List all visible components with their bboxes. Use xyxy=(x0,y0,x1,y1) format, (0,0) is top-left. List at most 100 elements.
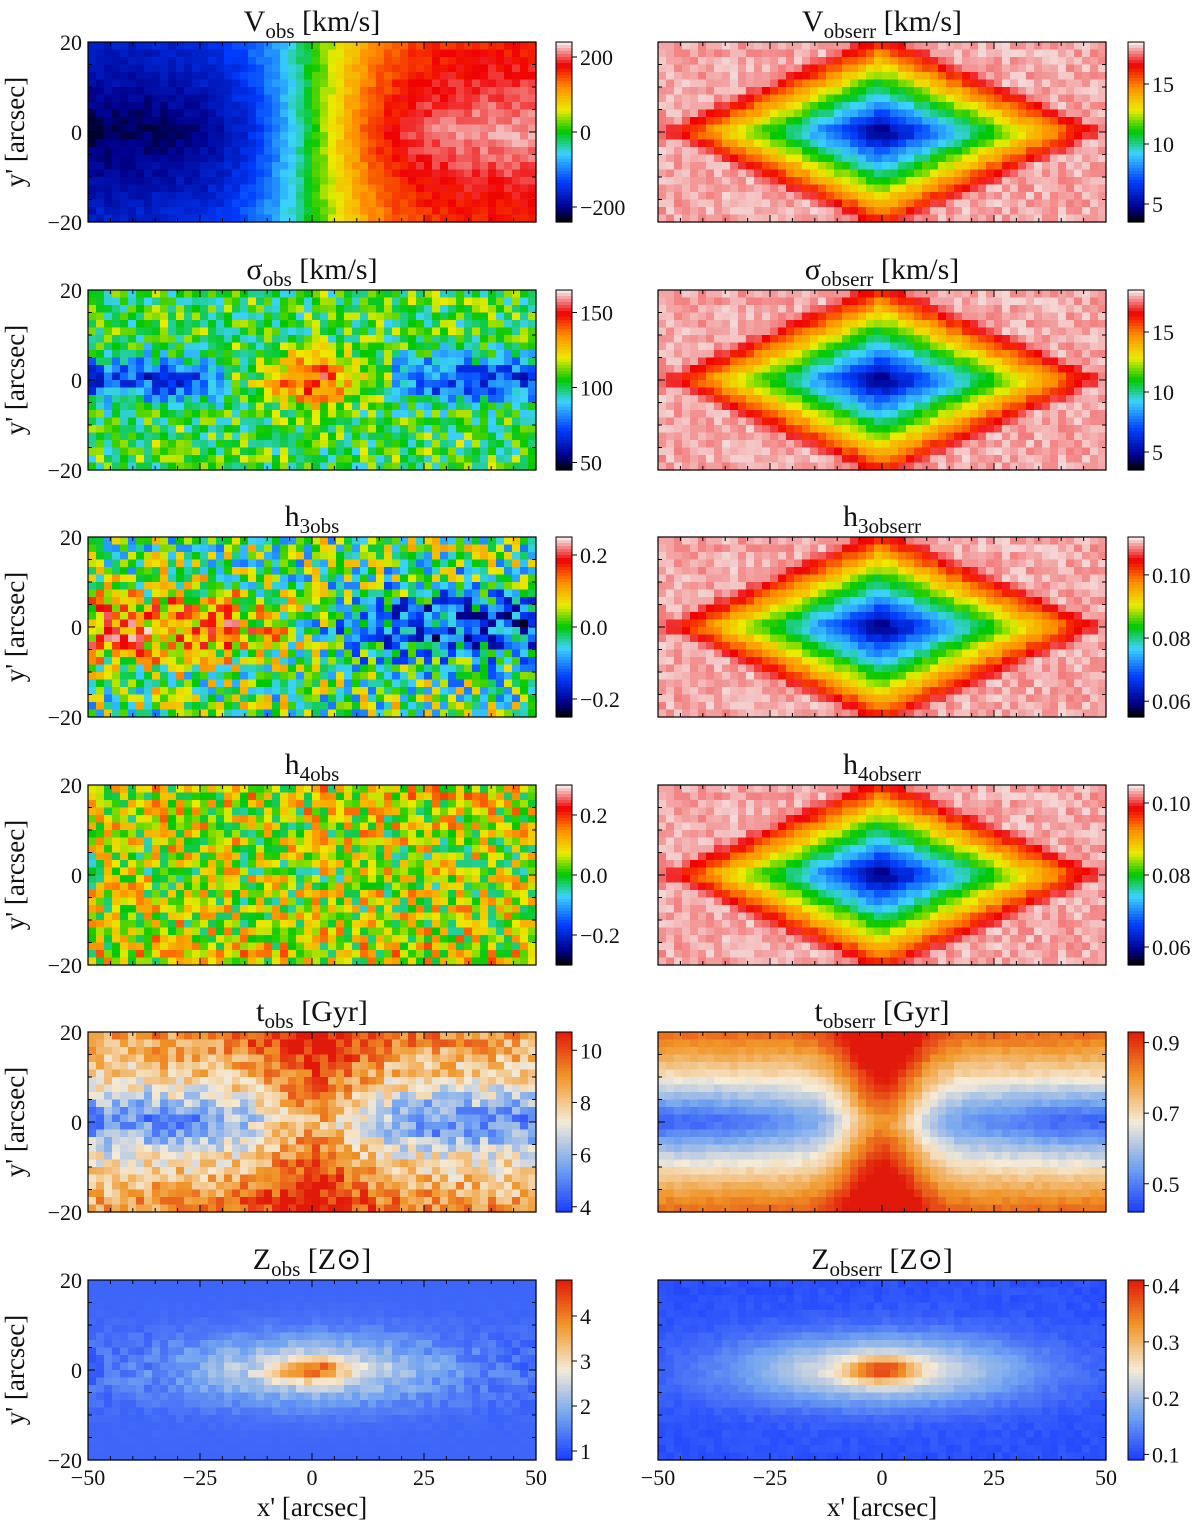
heatmap-cell xyxy=(192,214,201,223)
heatmap-cell xyxy=(480,169,489,178)
heatmap-cell xyxy=(192,335,201,344)
heatmap-cell xyxy=(176,417,185,426)
heatmap-cell xyxy=(336,425,345,434)
heatmap-cell xyxy=(344,102,353,111)
heatmap-cell xyxy=(432,395,441,404)
heatmap-cell xyxy=(954,57,963,66)
heatmap-cell xyxy=(1042,162,1051,171)
heatmap-cell xyxy=(512,177,521,186)
heatmap-cell xyxy=(986,124,995,133)
heatmap-cell xyxy=(1066,177,1075,186)
heatmap-cell xyxy=(480,154,489,163)
heatmap-cell xyxy=(754,72,763,81)
heatmap-cell xyxy=(136,87,145,96)
heatmap-cell xyxy=(464,432,473,441)
heatmap-cell xyxy=(104,79,113,88)
heatmap-cell xyxy=(690,327,699,336)
heatmap-cell xyxy=(352,440,361,449)
colorbar-segment xyxy=(556,434,572,438)
heatmap-cell xyxy=(802,305,811,314)
heatmap-cell xyxy=(88,312,97,321)
heatmap-cell xyxy=(496,42,505,51)
heatmap-cell xyxy=(304,425,313,434)
heatmap-cell xyxy=(1098,199,1107,208)
heatmap-cell xyxy=(264,410,273,419)
heatmap-cell xyxy=(344,139,353,148)
heatmap-cell xyxy=(722,139,731,148)
heatmap-cell xyxy=(1026,214,1035,223)
heatmap-cell xyxy=(1074,177,1083,186)
heatmap-cell xyxy=(408,410,417,419)
heatmap-cell xyxy=(1018,184,1027,193)
heatmap-cell xyxy=(400,425,409,434)
heatmap-cell xyxy=(312,214,321,223)
heatmap-cell xyxy=(898,154,907,163)
heatmap-cell xyxy=(730,154,739,163)
heatmap-cell xyxy=(794,320,803,329)
heatmap-cell xyxy=(698,320,707,329)
heatmap-cell xyxy=(328,402,337,411)
heatmap-cell xyxy=(160,335,169,344)
heatmap-cell xyxy=(88,417,97,426)
heatmap-cell xyxy=(448,357,457,366)
heatmap-cell xyxy=(248,87,257,96)
heatmap-cell xyxy=(1074,79,1083,88)
heatmap-cell xyxy=(120,64,129,73)
heatmap-cell xyxy=(1082,79,1091,88)
heatmap-cell xyxy=(424,402,433,411)
heatmap-cell xyxy=(304,72,313,81)
heatmap-cell xyxy=(762,305,771,314)
heatmap-cell xyxy=(914,162,923,171)
heatmap-cell xyxy=(424,94,433,103)
heatmap-cell xyxy=(826,147,835,156)
heatmap-cell xyxy=(416,372,425,381)
y-axis-label: y' [arcsec] xyxy=(0,77,30,188)
heatmap-cell xyxy=(136,147,145,156)
heatmap-cell xyxy=(240,192,249,201)
heatmap-cell xyxy=(698,410,707,419)
heatmap-cell xyxy=(384,365,393,374)
heatmap-cell xyxy=(216,365,225,374)
heatmap-cell xyxy=(264,350,273,359)
heatmap-cell xyxy=(730,342,739,351)
heatmap-cell xyxy=(344,402,353,411)
heatmap-cell xyxy=(682,297,691,306)
heatmap-cell xyxy=(746,342,755,351)
heatmap-cell xyxy=(658,387,667,396)
heatmap-cell xyxy=(128,102,137,111)
heatmap-cell xyxy=(248,417,257,426)
colorbar-segment xyxy=(556,311,572,315)
heatmap-cell xyxy=(874,117,883,126)
heatmap-cell xyxy=(722,380,731,389)
heatmap-cell xyxy=(96,305,105,314)
heatmap-cell xyxy=(834,432,843,441)
heatmap-cell xyxy=(400,147,409,156)
heatmap-cells xyxy=(88,42,537,223)
heatmap-cell xyxy=(400,87,409,96)
heatmap-cell xyxy=(818,192,827,201)
heatmap-cell xyxy=(208,455,217,464)
heatmap-cell xyxy=(858,117,867,126)
heatmap-cell xyxy=(272,214,281,223)
heatmap-cell xyxy=(456,72,465,81)
heatmap-cell xyxy=(754,365,763,374)
heatmap-cell xyxy=(232,57,241,66)
heatmap-cell xyxy=(786,455,795,464)
heatmap-cell xyxy=(850,87,859,96)
heatmap-cell xyxy=(456,139,465,148)
heatmap-cell xyxy=(666,132,675,141)
heatmap-cell xyxy=(658,305,667,314)
heatmap-cell xyxy=(962,199,971,208)
heatmap-cell xyxy=(200,207,209,216)
heatmap-cell xyxy=(994,49,1003,58)
heatmap-cell xyxy=(168,417,177,426)
heatmap-cell xyxy=(384,335,393,344)
heatmap-cell xyxy=(264,102,273,111)
heatmap-cell xyxy=(802,117,811,126)
heatmap-cell xyxy=(416,109,425,118)
heatmap-cell xyxy=(296,79,305,88)
heatmap-cell xyxy=(312,57,321,66)
heatmap-cell xyxy=(954,199,963,208)
heatmap-cell xyxy=(690,447,699,456)
heatmap-cell xyxy=(248,342,257,351)
